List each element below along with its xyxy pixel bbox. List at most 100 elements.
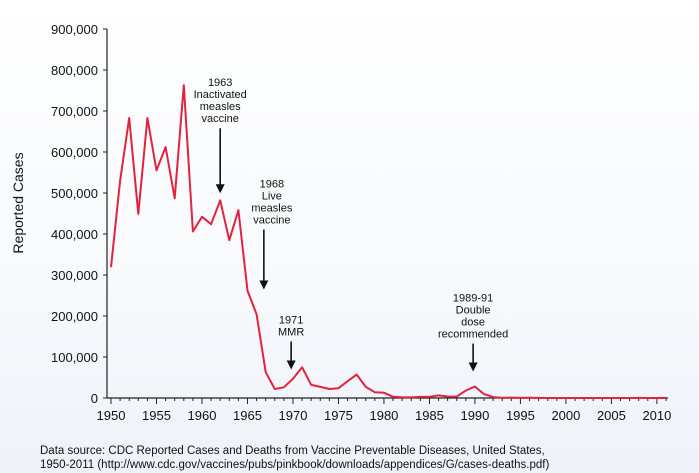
data-point: [474, 386, 476, 388]
data-point: [228, 239, 230, 241]
data-point: [219, 199, 221, 201]
x-tick-label: 1950: [97, 408, 126, 423]
x-tick-label: 1965: [233, 408, 262, 423]
data-point: [592, 397, 594, 399]
series-line-reported-cases: [110, 84, 667, 399]
data-point: [128, 117, 130, 119]
data-point: [347, 380, 349, 382]
annotation-text-line: MMR: [278, 327, 304, 339]
data-point: [310, 384, 312, 386]
data-point: [374, 391, 376, 393]
annotation-arrow-head: [215, 184, 225, 194]
data-source-line-2: 1950-2011 (http://www.cdc.gov/vaccines/p…: [40, 459, 550, 471]
data-point: [501, 397, 503, 399]
data-point: [574, 397, 576, 399]
data-point: [410, 396, 412, 398]
y-tick-label: 500,000: [51, 186, 98, 201]
data-point: [210, 223, 212, 225]
data-point: [256, 313, 258, 315]
x-tick-label: 1995: [506, 408, 535, 423]
data-point: [337, 387, 339, 389]
y-tick-label: 800,000: [51, 63, 98, 78]
annotation-text-line: Inactivated: [194, 89, 247, 101]
y-tick-label: 600,000: [51, 145, 98, 160]
data-point: [301, 366, 303, 368]
data-point: [656, 397, 658, 399]
x-tick-label: 1970: [279, 408, 308, 423]
data-point: [319, 386, 321, 388]
data-point: [155, 169, 157, 171]
data-point: [556, 397, 558, 399]
data-point: [538, 397, 540, 399]
series-points: [110, 84, 667, 399]
data-point: [165, 146, 167, 148]
x-tick-label: 1985: [415, 408, 444, 423]
annotation-text-line: vaccine: [253, 215, 290, 227]
data-point: [519, 397, 521, 399]
annotation-text-line: recommended: [438, 329, 508, 341]
data-point: [428, 396, 430, 398]
annotation-text-line: 1989-91: [453, 293, 493, 305]
data-point: [547, 397, 549, 399]
data-point: [392, 396, 394, 398]
data-point: [492, 396, 494, 398]
data-point: [620, 397, 622, 399]
x-tick-label: 1960: [188, 408, 217, 423]
data-point: [110, 266, 112, 268]
y-tick-label: 900,000: [51, 22, 98, 37]
data-point: [638, 397, 640, 399]
data-point: [610, 397, 612, 399]
data-point: [183, 84, 185, 86]
x-tick-label: 2000: [551, 408, 580, 423]
data-point: [601, 397, 603, 399]
data-point: [146, 117, 148, 119]
data-point: [274, 388, 276, 390]
data-point: [192, 231, 194, 233]
annotation-text-line: 1968: [260, 179, 284, 191]
x-tick-label: 2010: [642, 408, 671, 423]
data-point: [565, 397, 567, 399]
data-point: [483, 393, 485, 395]
data-point: [647, 397, 649, 399]
data-point: [419, 396, 421, 398]
annotation-text-line: Double: [456, 305, 491, 317]
data-point: [456, 396, 458, 398]
data-point: [237, 209, 239, 211]
data-point: [356, 374, 358, 376]
annotation-arrow-head: [286, 360, 296, 370]
data-point: [201, 216, 203, 218]
data-point: [465, 390, 467, 392]
data-point: [383, 392, 385, 394]
data-point: [583, 397, 585, 399]
data-point: [529, 397, 531, 399]
annotation-arrow-head: [468, 362, 478, 372]
chart-annotations: 1963Inactivatedmeaslesvaccine1968Livemea…: [194, 77, 508, 372]
data-point: [265, 371, 267, 373]
y-tick-label: 300,000: [51, 268, 98, 283]
x-tick-label: 1980: [369, 408, 398, 423]
y-axis-label: Reported Cases: [10, 152, 26, 253]
data-point: [283, 386, 285, 388]
x-tick-label: 1955: [142, 408, 171, 423]
y-tick-label: 400,000: [51, 227, 98, 242]
data-point: [438, 394, 440, 396]
data-point: [665, 397, 667, 399]
data-point: [137, 213, 139, 215]
data-point: [328, 388, 330, 390]
x-tick-label: 1975: [324, 408, 353, 423]
annotation-text-line: 1971: [279, 315, 303, 327]
x-tick-label: 1990: [460, 408, 489, 423]
data-source-note: Data source: CDC Reported Cases and Deat…: [40, 444, 690, 472]
data-point: [401, 396, 403, 398]
data-point: [174, 197, 176, 199]
data-point: [365, 386, 367, 388]
data-point: [246, 290, 248, 292]
data-point: [447, 395, 449, 397]
chart-ticks: 0 100,000 200,000 300,000 400,000 500,000 600,…: [51, 22, 671, 423]
data-point: [292, 378, 294, 380]
y-tick-label: 100,000: [51, 350, 98, 365]
